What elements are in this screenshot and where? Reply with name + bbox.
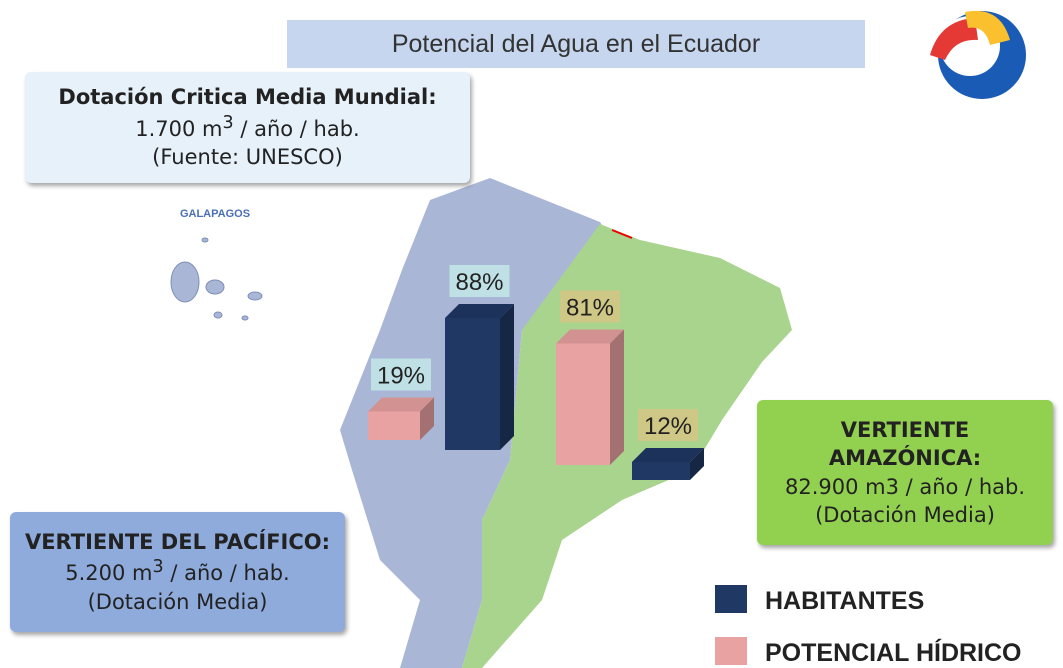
bar-side bbox=[610, 329, 624, 465]
pacifico-unit: 3 bbox=[152, 557, 164, 578]
pacifico-box: VERTIENTE DEL PACÍFICO: 5.200 m3 / año /… bbox=[10, 512, 345, 632]
pacifico-note: (Dotación Media) bbox=[87, 589, 268, 614]
value-label: 12% bbox=[644, 413, 692, 440]
value-label-bg bbox=[638, 409, 698, 441]
amazonica-heading: AMAZÓNICA: bbox=[828, 446, 982, 471]
pacifico-value: 5.200 m bbox=[65, 561, 153, 586]
bar-top bbox=[632, 448, 704, 462]
value-label: 88% bbox=[455, 269, 503, 296]
title-box bbox=[287, 20, 865, 68]
bar bbox=[556, 343, 610, 465]
title: Potencial del Agua en el Ecuador bbox=[392, 30, 760, 58]
bar bbox=[445, 318, 500, 450]
bar-side bbox=[500, 304, 514, 450]
amazonica-box: VERTIENTE AMAZÓNICA: 82.900 m3 / año / h… bbox=[757, 400, 1053, 545]
galapagos-islands bbox=[170, 237, 263, 321]
galapagos-label: GALAPAGOS bbox=[180, 208, 250, 220]
mundial-source: (Fuente: UNESCO) bbox=[152, 145, 343, 170]
bar bbox=[368, 411, 420, 440]
bar-top bbox=[445, 304, 514, 318]
mundial-unit: 3 bbox=[222, 112, 234, 133]
bar bbox=[632, 462, 690, 480]
bar-side bbox=[690, 448, 704, 480]
value-label: 81% bbox=[566, 295, 614, 322]
pacifico-value-rest: / año / hab. bbox=[163, 561, 290, 586]
mundial-value-rest: / año / hab. bbox=[233, 116, 360, 141]
pacifico-heading: VERTIENTE DEL PACÍFICO: bbox=[24, 529, 331, 554]
value-label-bg bbox=[449, 265, 510, 297]
map-amazon bbox=[462, 224, 792, 668]
amazonica-value: 82.900 m3 / año / hab. bbox=[784, 474, 1026, 499]
value-label: 19% bbox=[377, 363, 425, 390]
legend-label: HABITANTES bbox=[765, 587, 924, 615]
arrow bbox=[611, 229, 633, 239]
bar-side bbox=[420, 397, 434, 440]
logo bbox=[930, 10, 1026, 99]
amazonica-note: (Dotación Media) bbox=[815, 502, 995, 527]
mundial-heading: Dotación Critica Media Mundial: bbox=[58, 85, 437, 110]
value-label-bg bbox=[371, 358, 431, 391]
mundial-value: 1.700 m bbox=[135, 116, 223, 141]
mundial-box: Dotación Critica Media Mundial: 1.700 m3… bbox=[25, 72, 470, 183]
legend-swatch bbox=[715, 585, 747, 613]
legend-label: POTENCIAL HÍDRICO bbox=[765, 638, 1022, 667]
bar-top bbox=[556, 329, 624, 344]
bar-top bbox=[368, 397, 434, 412]
legend-swatch bbox=[715, 637, 747, 665]
value-label-bg bbox=[560, 290, 620, 323]
amazonica-heading: VERTIENTE bbox=[840, 417, 970, 442]
